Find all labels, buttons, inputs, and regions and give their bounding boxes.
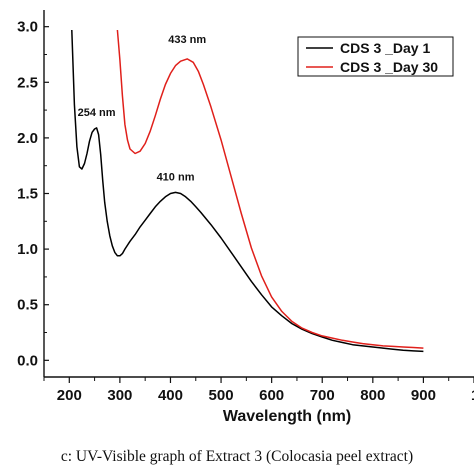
legend: CDS 3 _Day 1 CDS 3 _Day 30: [297, 36, 454, 77]
x-tick-label: 500: [209, 387, 234, 404]
x-axis-title: Wavelength (nm): [223, 408, 351, 425]
x-tick-label-edge: 1: [471, 387, 474, 404]
y-tick-label: 0.5: [17, 297, 38, 314]
y-tick-label: 1.0: [17, 241, 38, 258]
x-tick-label: 200: [57, 387, 82, 404]
legend-label-day30: CDS 3 _Day 30: [340, 59, 438, 75]
y-tick-label: 0.0: [17, 352, 38, 369]
figure-caption: c: UV-Visible graph of Extract 3 (Coloca…: [60, 448, 414, 465]
x-tick-label: 800: [360, 387, 385, 404]
peak-label: 410 nm: [157, 171, 195, 183]
axes: 0.0 0.5 1.0 1.5 2.0 2.5 3.0 200 300 400 500 600 700 8…: [17, 10, 474, 404]
series-layer: [71, 29, 424, 353]
series-line-day1: [71, 29, 424, 353]
legend-box: [297, 36, 454, 77]
y-tick-label: 2.5: [17, 74, 38, 91]
y-tick-label: 1.5: [17, 186, 38, 203]
x-tick-label: 600: [259, 387, 284, 404]
annotation-layer: 254 nm 410 nm 433 nm: [78, 34, 207, 183]
y-tick-label: 3.0: [17, 19, 38, 36]
legend-label-day1: CDS 3 _Day 1: [340, 40, 430, 56]
x-tick-label: 400: [158, 387, 183, 404]
peak-label: 254 nm: [78, 107, 116, 119]
series-line-day30: [116, 29, 424, 349]
x-tick-label: 700: [310, 387, 335, 404]
x-tick-label: 300: [107, 387, 132, 404]
x-tick-label: 900: [411, 387, 436, 404]
y-tick-label: 2.0: [17, 130, 38, 147]
uv-vis-chart: 0.0 0.5 1.0 1.5 2.0 2.5 3.0 200 300 400 500 600 700 8…: [17, 10, 474, 425]
peak-label: 433 nm: [168, 34, 206, 46]
